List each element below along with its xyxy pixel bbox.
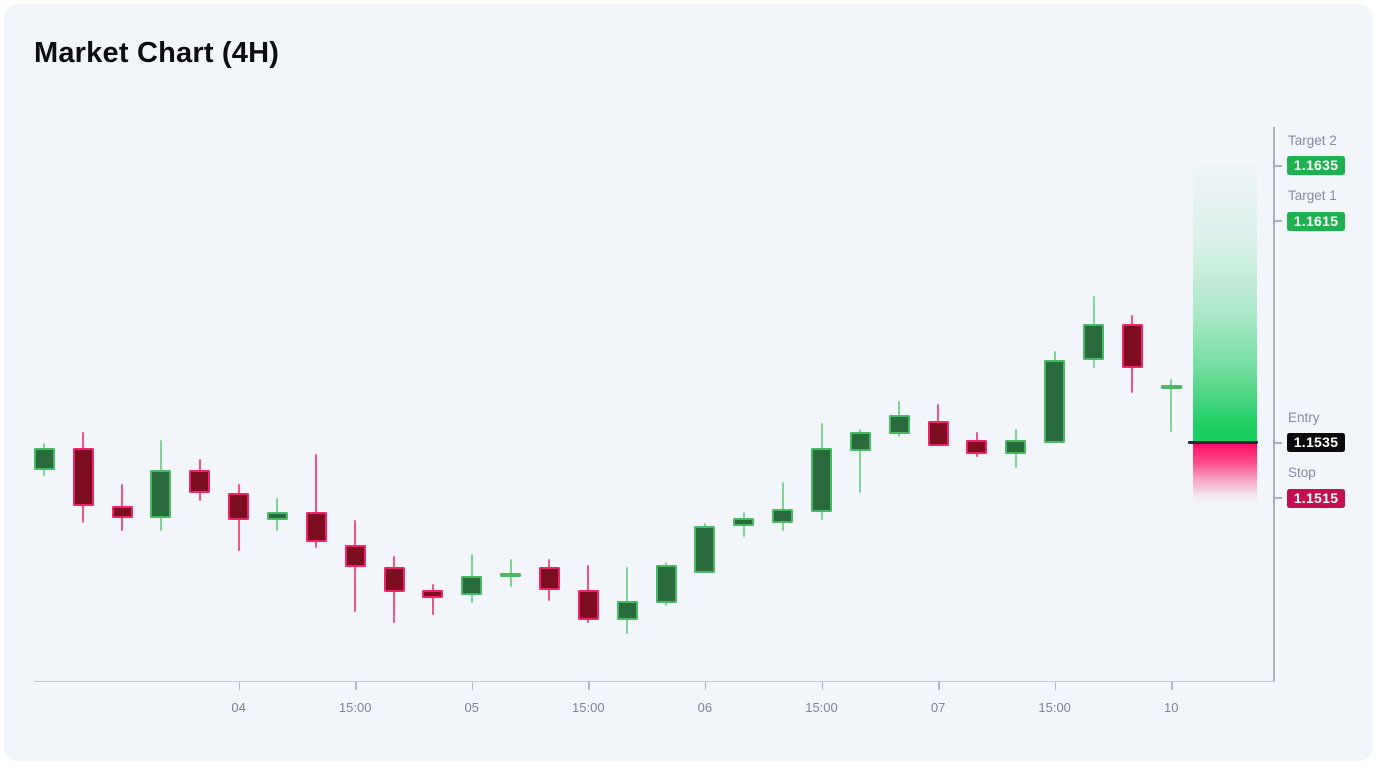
candle-bullish (888, 415, 910, 435)
x-axis-tick (704, 681, 707, 690)
candle-wick (509, 559, 512, 587)
candle-wick (781, 481, 784, 532)
candle-bearish (966, 440, 988, 454)
chart-title: Market Chart (4H) (34, 37, 280, 69)
candlestick-chart: 04 15:00 05 15:00 06 15:00 07 15:00 10 Target 2 … (4, 4, 1377, 769)
candle-bullish (811, 448, 832, 513)
y-axis-line (1273, 127, 1275, 681)
y-axis-tick-stop (1273, 497, 1282, 499)
entry-price-badge: 1.1535 (1287, 433, 1345, 453)
candle-wick (1170, 379, 1173, 432)
candle-bullish (849, 431, 871, 452)
candle-bearish (228, 492, 250, 521)
candle-bullish (772, 509, 794, 524)
candle-wick (859, 428, 862, 493)
x-axis-tick (1171, 681, 1173, 690)
candle-bearish (111, 506, 133, 518)
y-axis-tick-target2 (1273, 165, 1282, 167)
candle-bearish (577, 589, 599, 621)
candle-bullish (500, 572, 522, 577)
x-axis-tick (471, 681, 474, 690)
entry-line (1188, 441, 1258, 445)
stop-price-badge: 1.1515 (1287, 488, 1345, 508)
target1-price-badge: 1.1615 (1287, 211, 1345, 231)
x-axis-label: 15:00 (338, 700, 372, 715)
candle-wick (431, 584, 434, 615)
x-axis-label: 07 (930, 700, 946, 715)
loss-zone (1193, 442, 1257, 505)
target1-label: Target 1 (1288, 188, 1337, 204)
candle-bullish (694, 525, 716, 573)
x-axis-label: 15:00 (1038, 700, 1071, 715)
y-axis-tick-target1 (1273, 220, 1282, 222)
candle-bullish (655, 564, 677, 604)
stop-label: Stop (1288, 465, 1316, 481)
candle-bearish (72, 448, 94, 507)
entry-label: Entry (1288, 409, 1320, 425)
candle-bullish (1160, 384, 1182, 389)
candle-bearish (383, 567, 405, 593)
y-axis-tick-entry (1273, 442, 1282, 444)
x-axis-tick (1054, 681, 1057, 690)
profit-zone (1193, 165, 1257, 443)
candle-bullish (266, 512, 288, 521)
x-axis-tick (588, 681, 590, 690)
candle-bearish (305, 512, 327, 543)
market-chart-card: Market Chart (4H) 04 15:00 05 15:00 06 15:00 0… (4, 4, 1373, 761)
candle-bearish (538, 567, 560, 590)
target2-price-badge: 1.1635 (1287, 156, 1345, 176)
target2-label: Target 2 (1288, 132, 1337, 148)
candle-bullish (150, 470, 172, 518)
x-axis-label: 15:00 (805, 700, 838, 715)
candle-bullish (733, 517, 755, 526)
x-axis-tick (821, 681, 823, 690)
x-axis-label: 15:00 (572, 700, 605, 715)
candle-wick (315, 453, 318, 549)
candle-bullish (616, 600, 638, 621)
x-axis-tick (355, 681, 357, 690)
x-axis-label: 06 (697, 700, 713, 715)
x-axis-line (34, 680, 1274, 682)
candle-bullish (1083, 323, 1105, 360)
candle-bullish (1005, 440, 1027, 454)
x-axis-label: 04 (231, 700, 246, 715)
x-axis-tick (938, 681, 940, 690)
x-axis-label: 05 (464, 700, 479, 715)
x-axis-tick (238, 681, 241, 690)
candle-bearish (422, 589, 444, 598)
candle-bullish (461, 575, 483, 596)
candle-bullish (33, 448, 55, 471)
x-axis-label: 10 (1164, 700, 1179, 715)
candle-bearish (1121, 323, 1143, 368)
candle-bullish (1044, 359, 1066, 443)
candle-bearish (189, 470, 211, 493)
candle-bearish (927, 420, 949, 446)
candle-bearish (344, 545, 366, 568)
